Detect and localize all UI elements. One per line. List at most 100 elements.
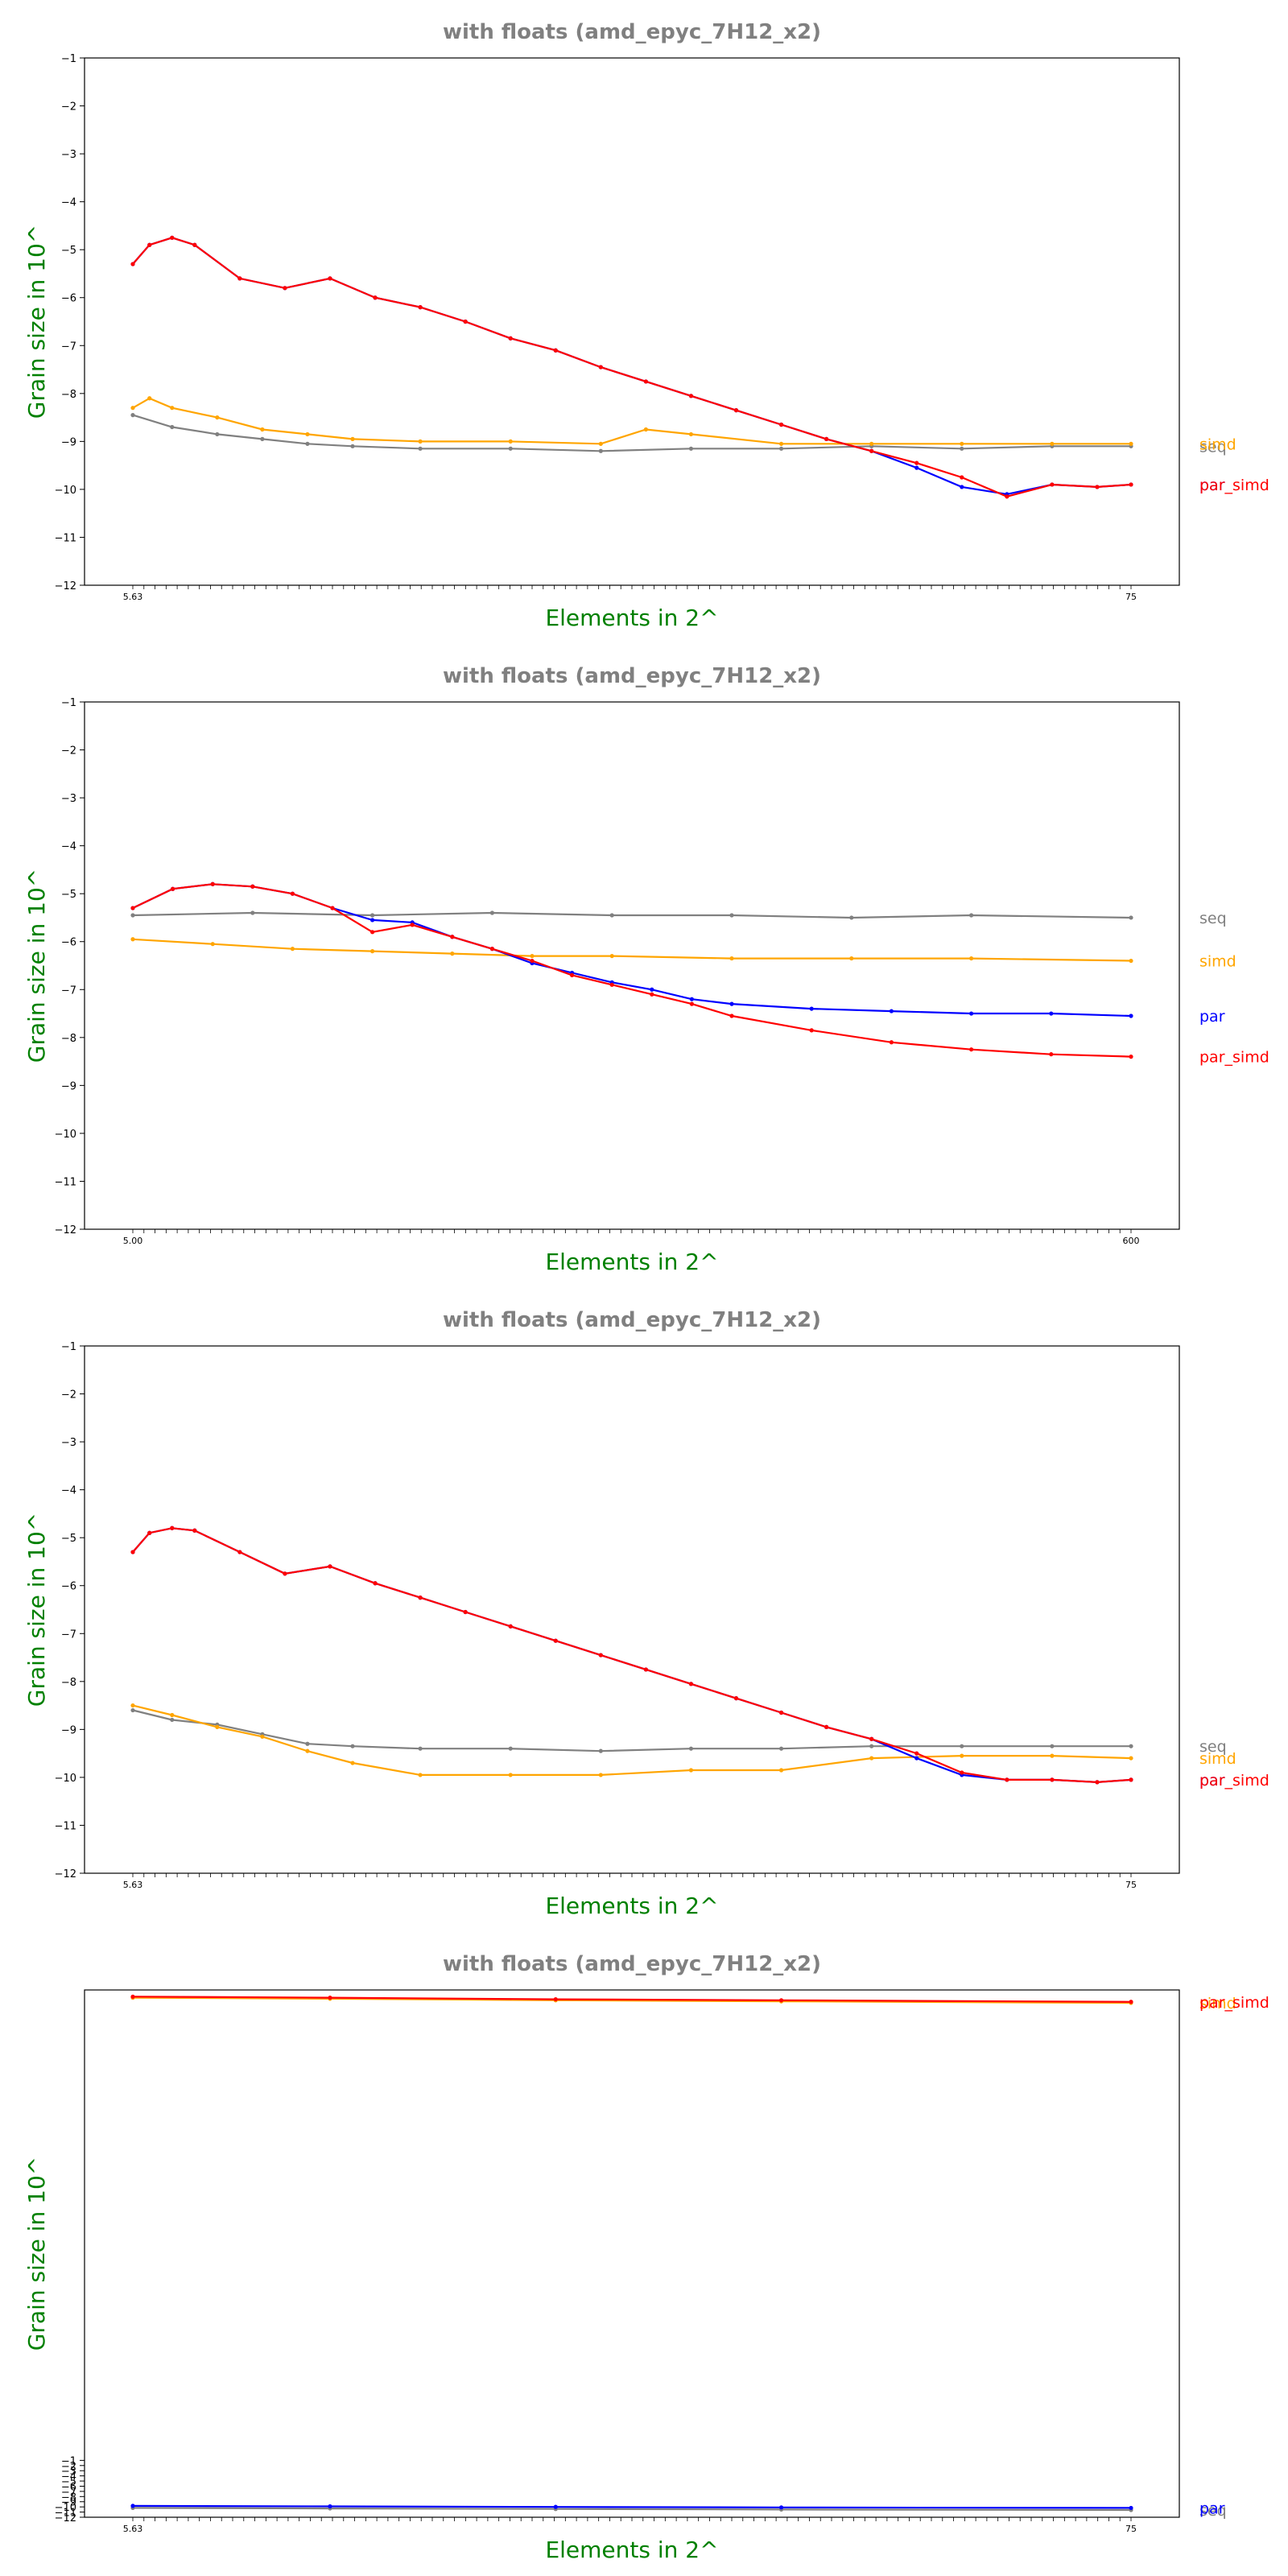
legend-par_simd: par_simd [1199,1994,1269,2012]
series-par_simd-point [210,881,215,886]
series-par_simd-point [733,1696,739,1701]
x-tick-label: 600 [1123,1236,1140,1246]
series-par_simd-point [1129,482,1133,487]
series-par-point [370,918,375,923]
series-par_simd-point [1129,1777,1133,1782]
series-par-point [328,2504,332,2509]
y-tick-label: −9 [61,436,76,448]
series-par_simd-point [688,1682,694,1686]
series-seq-point [688,1746,694,1751]
series-par-point [689,997,695,1001]
y-tick-label: −2 [61,745,76,758]
y-tick-label: −4 [61,197,76,209]
series-par-point [650,987,654,992]
series-par_simd-point [969,1047,974,1052]
y-tick-label: −9 [61,1080,76,1092]
series-simd-point [350,436,355,441]
series-par_simd-point [250,884,255,889]
chart-3: with floats (amd_epyc_7H12_x2) −12 −11 −10 −… [23,1308,1269,1919]
series-par_simd-point [328,1564,332,1569]
series-simd-point [960,441,964,446]
series-par_simd-point [147,242,152,247]
legend-seq: seq [1199,2502,1227,2520]
y-tick-label: −2 [61,1389,76,1402]
series-par_simd-point [643,1667,648,1672]
series-par-point [914,1756,919,1761]
y-tick-label: −3 [61,793,76,805]
series-par_simd-point [960,1770,964,1775]
series-seq-line [132,911,1132,919]
y-tick-label: −6 [61,293,76,305]
series-par_simd-point [824,436,829,441]
series-seq-point [508,1746,513,1751]
series-simd-point [147,396,152,401]
y-tick-label: −6 [61,937,76,949]
series-par_simd-point [328,276,332,281]
series-par_simd-point [869,448,874,453]
series-par_simd-point [778,1998,784,2003]
series-par-point [809,1006,814,1011]
series-par-point [778,2505,784,2510]
series-par_simd-point [130,906,135,910]
series-simd-point [418,1773,423,1777]
y-tick-label: −8 [61,1677,76,1689]
series-par-point [914,465,919,470]
x-tick-label: 75 [1125,592,1137,602]
series-par_simd-point [450,935,455,939]
series-par-point [1129,1013,1133,1018]
x-tick-label: 5.63 [123,2524,143,2534]
legend-simd: simd [1199,953,1236,971]
legend-seq: seq [1199,1738,1227,1756]
series-simd-line [132,397,1131,445]
series-par_simd-point [170,1525,175,1530]
y-axis-label: Grain size in 10^ [23,225,50,419]
series-par_simd-point [609,982,614,987]
series-par_simd-point [170,235,175,240]
legend-par: par [1199,1772,1225,1790]
series-par_simd-point [1095,485,1100,489]
series-par_simd-point [237,276,242,281]
legend-simd: simd [1199,1750,1236,1768]
series-simd-point [688,431,694,437]
series-simd-point [869,441,874,446]
series-seq-point [778,1746,784,1751]
y-tick-label: −1 [61,2455,76,2467]
series-par_simd-point [889,1040,894,1045]
x-tick-label: 5.63 [123,1880,143,1890]
series-simd-point [598,441,603,446]
y-tick-label: −5 [61,2476,76,2488]
series-par-point [1049,1011,1054,1016]
y-tick-label: −7 [61,2487,76,2499]
y-tick-label: −5 [61,889,76,901]
series-simd-point [1050,441,1055,446]
series-seq-point [960,446,964,451]
series-simd-point [643,427,648,432]
y-axis-label: Grain size in 10^ [23,2157,50,2351]
series-par_simd-point [530,958,535,964]
series-simd-point [960,1753,964,1758]
series-simd-point [170,406,175,411]
y-tick-label: −3 [61,2466,76,2478]
y-axis-label: Grain size in 10^ [23,869,50,1063]
series-par-point [889,1009,894,1013]
series-seq-point [305,1741,310,1746]
chart-4: with floats (amd_epyc_7H12_x2)−12−11−10−… [23,1952,1269,2563]
chart-title: with floats (amd_epyc_7H12_x2) [443,20,821,44]
y-tick-label: −7 [61,1629,76,1641]
y-tick-label: −7 [61,341,76,353]
series-par_simd-point [688,394,694,398]
series-par_simd-point [1095,1780,1100,1785]
series-par_simd-point [598,365,603,369]
series-par_simd-point [130,1550,135,1554]
series-simd-point [729,956,734,961]
x-tick-label: 75 [1125,1880,1137,1890]
y-tick-label: −12 [55,580,76,592]
y-tick-label: −10 [55,485,76,497]
y-tick-label: −4 [61,1485,76,1497]
series-simd-point [210,942,215,947]
series-par_simd-point [283,286,287,291]
series-simd-point [778,441,784,446]
series-simd-point [215,1724,220,1729]
y-tick-label: −6 [61,1581,76,1593]
y-tick-label: −11 [55,2508,76,2520]
